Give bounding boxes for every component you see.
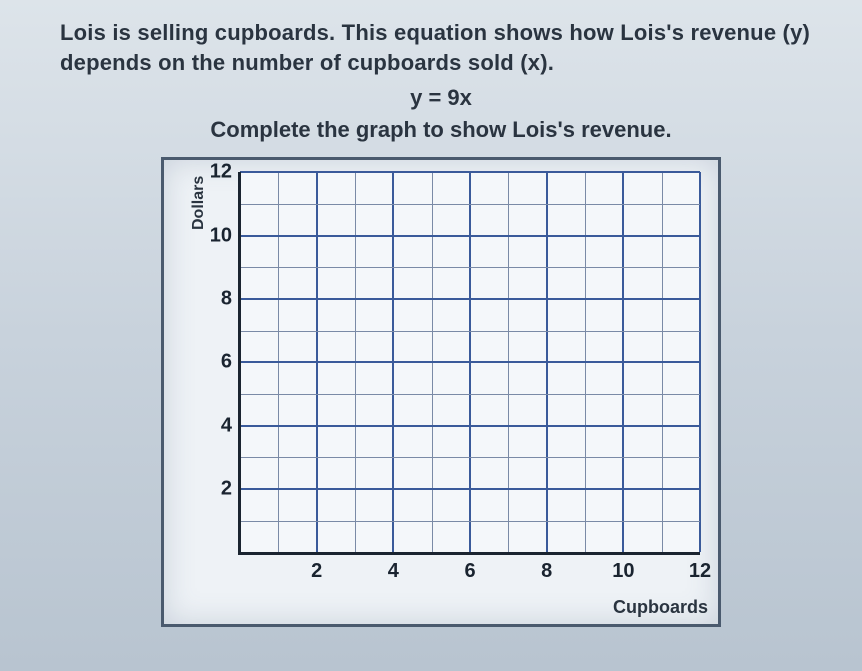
grid-major-h bbox=[240, 298, 700, 300]
y-tick-label: 8 bbox=[192, 288, 232, 311]
plot-area[interactable]: 2468101224681012 bbox=[240, 172, 700, 552]
x-tick-label: 2 bbox=[311, 560, 322, 583]
grid-minor-h bbox=[240, 457, 700, 458]
instruction: Complete the graph to show Lois's revenu… bbox=[60, 117, 822, 143]
grid-minor-h bbox=[240, 204, 700, 205]
y-axis-label: Dollars bbox=[190, 176, 208, 230]
y-tick-label: 2 bbox=[192, 478, 232, 501]
grid-major-h bbox=[240, 425, 700, 427]
y-tick-label: 4 bbox=[192, 414, 232, 437]
grid-major-h bbox=[240, 235, 700, 237]
y-tick-label: 10 bbox=[192, 224, 232, 247]
grid-major-h bbox=[240, 488, 700, 490]
grid-minor-h bbox=[240, 331, 700, 332]
x-tick-label: 12 bbox=[689, 560, 711, 583]
x-tick-label: 6 bbox=[464, 560, 475, 583]
x-tick-label: 10 bbox=[612, 560, 634, 583]
grid-minor-h bbox=[240, 267, 700, 268]
x-tick-label: 8 bbox=[541, 560, 552, 583]
x-axis-line bbox=[240, 552, 700, 555]
x-tick-label: 4 bbox=[388, 560, 399, 583]
grid-major-h bbox=[240, 361, 700, 363]
x-axis-label: Cupboards bbox=[613, 597, 708, 618]
y-tick-label: 6 bbox=[192, 351, 232, 374]
problem-statement: Lois is selling cupboards. This equation… bbox=[60, 18, 822, 77]
grid-minor-h bbox=[240, 521, 700, 522]
grid-minor-h bbox=[240, 394, 700, 395]
problem-line-1: Lois is selling cupboards. This equation… bbox=[60, 20, 810, 45]
grid-major-h bbox=[240, 171, 700, 173]
equation: y = 9x bbox=[60, 85, 822, 111]
problem-line-2: depends on the number of cupboards sold … bbox=[60, 50, 554, 75]
y-tick-label: 12 bbox=[192, 161, 232, 184]
chart-container: Dollars 2468101224681012 Cupboards bbox=[161, 157, 721, 627]
y-axis-line bbox=[238, 172, 241, 555]
worksheet-page: Lois is selling cupboards. This equation… bbox=[0, 0, 862, 671]
